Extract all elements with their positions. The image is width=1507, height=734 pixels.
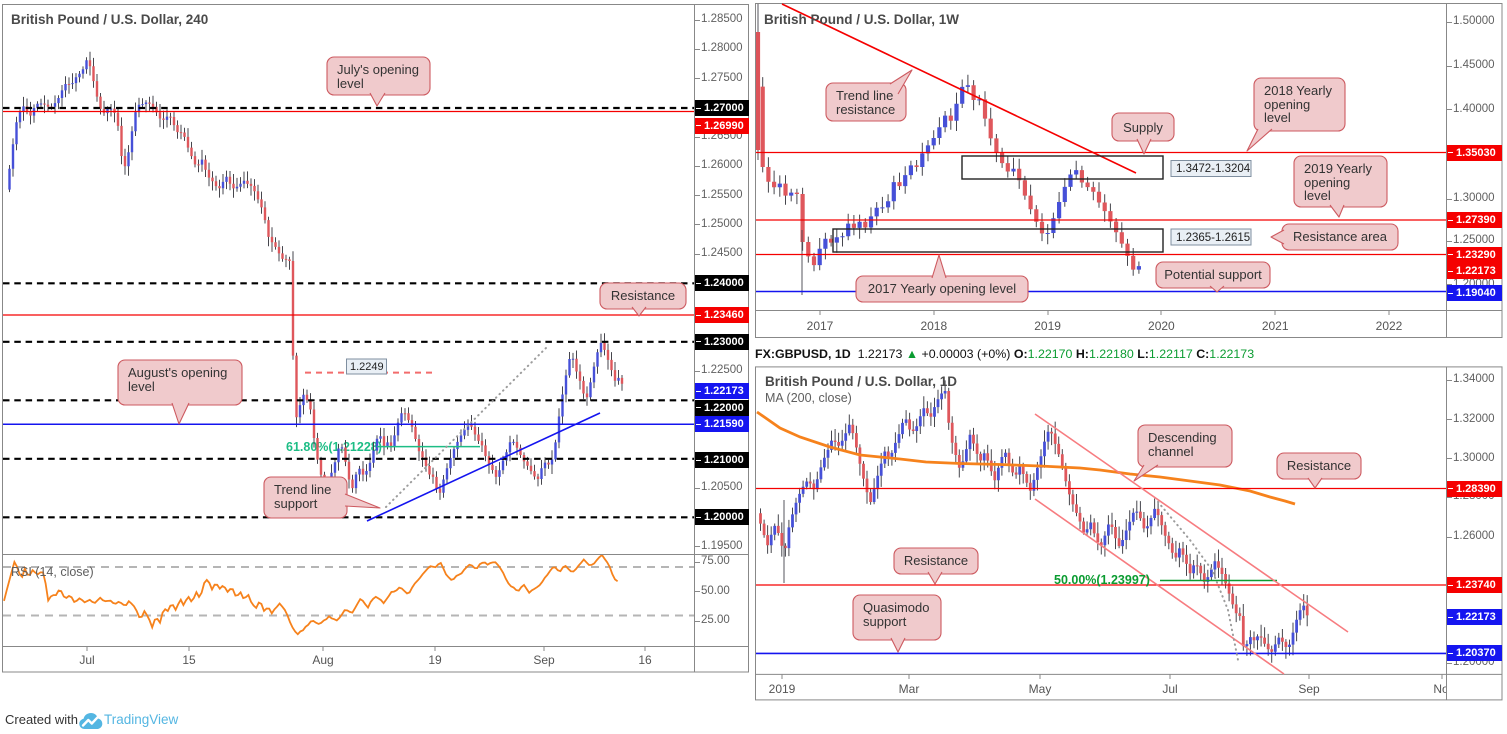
svg-text:61.80%(1.21228): 61.80%(1.21228) (286, 440, 382, 454)
